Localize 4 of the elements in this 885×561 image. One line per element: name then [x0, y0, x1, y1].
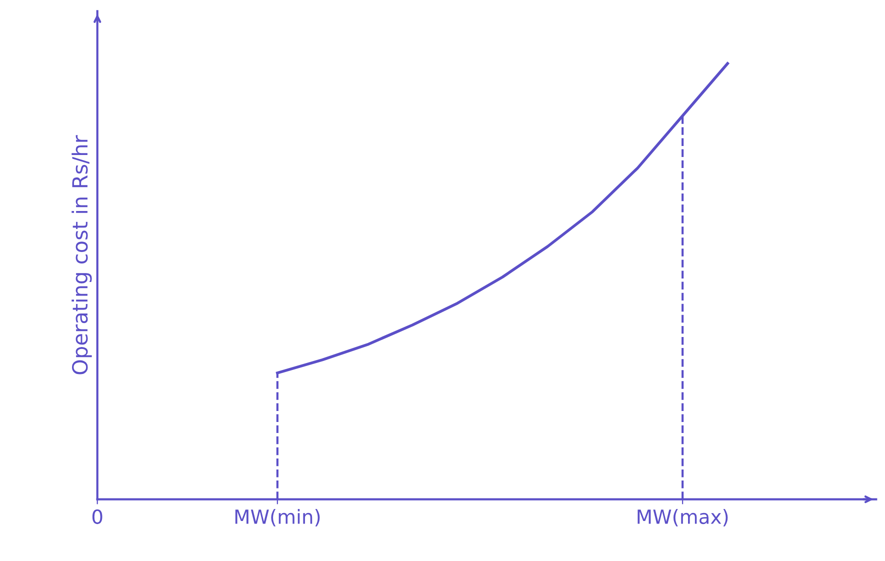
x-tick-label: MW(max) [638, 509, 728, 526]
x-tick-label: 0 [92, 509, 102, 524]
x-tick-label: MW(min) [235, 509, 320, 526]
y-axis-title: Operating cost in Rs/hr [72, 135, 92, 374]
